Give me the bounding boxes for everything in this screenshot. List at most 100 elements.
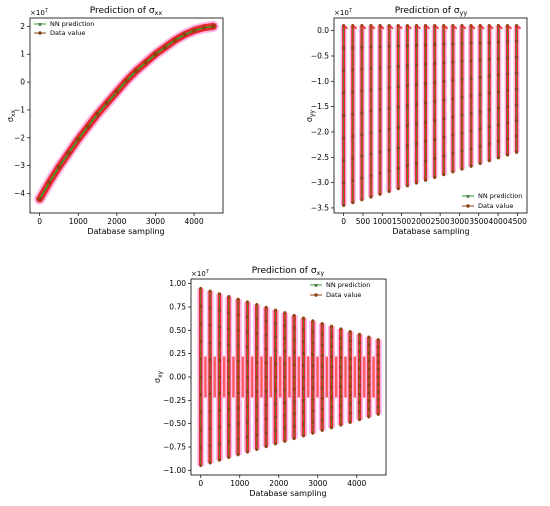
data-point: [405, 84, 409, 88]
data-point: [378, 171, 382, 175]
data-point: [227, 343, 231, 347]
data-point: [311, 375, 315, 379]
cycle-column: [299, 316, 307, 438]
data-point: [330, 416, 334, 420]
data-point: [369, 131, 373, 135]
data-point: [208, 461, 212, 465]
data-point: [505, 104, 510, 109]
data-point: [469, 129, 473, 133]
data-point: [414, 122, 419, 126]
data-point: [292, 350, 296, 354]
data-point: [367, 399, 371, 403]
cycle-column: [262, 305, 270, 449]
data-point: [208, 409, 212, 413]
y-tick-label: 2: [20, 22, 25, 31]
cycle-hook: [406, 24, 412, 30]
data-point: [208, 444, 212, 448]
data-point: [367, 407, 371, 411]
data-point: [283, 349, 287, 353]
data-point: [469, 76, 473, 80]
data-point: [273, 415, 277, 419]
data-point: [153, 52, 158, 57]
data-point: [320, 429, 324, 433]
data-point: [227, 311, 231, 315]
x-tick-label: 3000: [450, 217, 469, 226]
chart-sigma-yy: Prediction of σyy ×107 0 500 1000 1500 2000 2…: [305, 6, 528, 236]
cycle-column: [440, 23, 449, 177]
data-point: [469, 41, 473, 45]
data-point: [199, 357, 203, 361]
chart-sigma-xx-x-ticks: 0 1000 2000 3000 4000: [37, 213, 204, 226]
data-point: [273, 308, 277, 312]
data-point: [301, 387, 305, 391]
data-point: [273, 362, 277, 366]
data-point: [351, 68, 355, 72]
data-point: [273, 335, 277, 339]
data-point: [442, 173, 446, 177]
data-point: [273, 402, 277, 406]
data-point: [208, 358, 212, 362]
cycle-column: [367, 23, 376, 199]
data-point: [217, 342, 221, 346]
data-point: [505, 56, 510, 60]
data-point: [339, 336, 343, 340]
data-point: [245, 360, 249, 364]
data-point: [433, 61, 437, 66]
data-point: [162, 45, 168, 50]
y-tick-label: −0.75: [163, 443, 186, 452]
data-point: [255, 447, 259, 451]
y-tick-label: −3: [14, 161, 25, 170]
data-point: [469, 59, 473, 63]
y-tick-label: −1.0: [311, 77, 329, 86]
cycle-column: [206, 289, 214, 465]
chart-sigma-xx-xlabel: Database sampling: [87, 227, 164, 236]
data-point: [320, 375, 324, 379]
data-point: [376, 368, 380, 372]
data-point: [330, 334, 334, 338]
data-point: [369, 109, 373, 113]
data-point: [339, 375, 343, 379]
data-point: [301, 363, 305, 367]
legend-marker-nn: ×: [37, 22, 42, 29]
data-point: [487, 57, 491, 61]
data-point: [292, 363, 296, 367]
data-point: [330, 355, 334, 359]
data-point: [339, 327, 343, 331]
data-point: [451, 133, 455, 137]
data-point: [351, 90, 355, 94]
chart-sigma-xy-legend-nn: NN prediction: [326, 281, 370, 289]
y-tick-label: 0.25: [169, 349, 186, 358]
data-point: [217, 292, 221, 296]
data-point: [505, 72, 510, 76]
data-point: [320, 321, 324, 325]
y-tick-label: 0.0: [317, 26, 329, 35]
data-point: [405, 124, 409, 128]
data-point: [236, 453, 240, 457]
cycle-hook: [388, 24, 394, 30]
data-point: [66, 150, 71, 156]
chart-sigma-yy-offset: ×107: [334, 8, 352, 17]
y-tick-label: −0.25: [163, 396, 186, 405]
data-point: [342, 181, 346, 185]
data-point: [208, 341, 212, 345]
data-point: [199, 286, 203, 290]
data-point: [414, 63, 419, 67]
cycle-hook: [370, 24, 376, 30]
data-point: [217, 325, 221, 329]
data-point: [301, 434, 305, 438]
data-point: [217, 308, 221, 312]
data-point: [376, 338, 380, 342]
data-point: [442, 135, 446, 139]
data-point: [360, 154, 364, 158]
data-point: [423, 159, 428, 163]
data-point: [320, 332, 324, 336]
data-point: [387, 189, 391, 194]
x-tick-label: 0: [198, 479, 203, 488]
cycle-column: [504, 23, 512, 157]
data-point: [423, 120, 428, 124]
data-point: [514, 39, 519, 44]
chart-sigma-xy-legend-data: Data value: [326, 291, 361, 299]
data-point: [451, 151, 455, 156]
data-point: [496, 106, 500, 110]
